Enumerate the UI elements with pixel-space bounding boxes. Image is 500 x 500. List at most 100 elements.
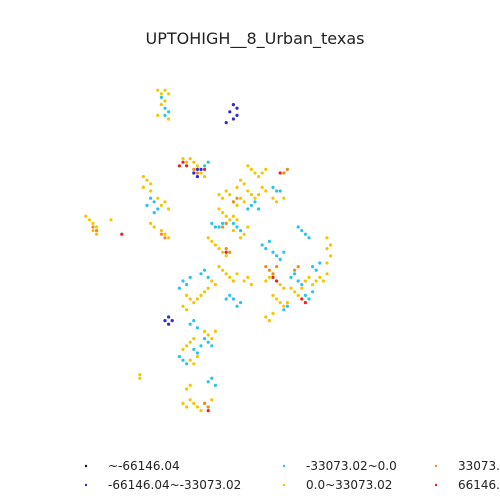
data-point xyxy=(199,409,203,413)
plot-area xyxy=(84,88,333,413)
data-point xyxy=(95,229,99,233)
data-point xyxy=(167,117,171,121)
data-point xyxy=(95,225,99,229)
legend-marker xyxy=(84,464,88,468)
data-point xyxy=(213,225,217,229)
data-point xyxy=(170,319,174,323)
data-point xyxy=(246,275,250,279)
data-point xyxy=(235,113,239,117)
legend-entry: ~-66146.04 xyxy=(84,459,180,473)
data-point xyxy=(213,283,217,287)
legend: ~-66146.04 -66146.04~-33073.02 -33073.02~0… xyxy=(84,459,500,492)
data-point xyxy=(91,221,95,225)
data-point xyxy=(267,319,271,323)
data-point xyxy=(156,88,160,92)
data-point xyxy=(296,265,300,269)
data-point xyxy=(141,175,145,179)
data-point xyxy=(224,254,228,258)
data-point xyxy=(192,171,196,175)
data-point xyxy=(239,236,243,240)
data-point xyxy=(235,225,239,229)
data-point xyxy=(325,272,329,276)
data-point xyxy=(242,182,246,186)
data-point xyxy=(275,200,279,204)
data-point xyxy=(159,232,163,236)
data-point xyxy=(253,200,257,204)
data-point xyxy=(203,167,207,171)
data-point xyxy=(206,333,210,337)
data-point xyxy=(293,290,297,294)
data-point xyxy=(228,218,232,222)
data-point xyxy=(145,178,149,182)
data-point xyxy=(300,283,304,287)
data-point xyxy=(307,297,311,301)
data-point xyxy=(120,232,124,236)
data-point xyxy=(260,185,264,189)
data-point xyxy=(149,196,153,200)
data-point xyxy=(217,193,221,197)
data-point xyxy=(224,272,228,276)
data-point xyxy=(195,297,199,301)
data-point xyxy=(203,268,207,272)
data-point xyxy=(221,225,225,229)
data-point xyxy=(285,304,289,308)
data-point xyxy=(167,322,171,326)
data-point xyxy=(253,171,257,175)
data-point xyxy=(264,315,268,319)
data-point xyxy=(213,243,217,247)
data-point xyxy=(293,268,297,272)
data-point xyxy=(195,164,199,168)
data-point xyxy=(195,326,199,330)
data-point xyxy=(84,214,88,218)
data-point xyxy=(235,218,239,222)
data-point xyxy=(181,347,185,351)
data-point xyxy=(163,88,167,92)
data-point xyxy=(138,373,142,377)
data-point xyxy=(224,250,228,254)
data-point xyxy=(213,329,217,333)
data-point xyxy=(192,337,196,341)
data-point xyxy=(231,117,235,121)
data-point xyxy=(264,167,268,171)
data-point xyxy=(213,383,217,387)
data-point xyxy=(260,171,264,175)
data-point xyxy=(228,275,232,279)
data-point xyxy=(199,171,203,175)
data-point xyxy=(203,337,207,341)
data-point xyxy=(228,293,232,297)
data-point xyxy=(257,175,261,179)
data-point xyxy=(282,304,286,308)
data-point xyxy=(206,160,210,164)
data-point xyxy=(185,362,189,366)
data-point xyxy=(221,221,225,225)
data-point xyxy=(303,301,307,305)
data-point xyxy=(210,376,214,380)
data-point xyxy=(199,344,203,348)
data-point xyxy=(271,185,275,189)
data-point xyxy=(282,308,286,312)
data-point xyxy=(267,268,271,272)
data-point xyxy=(188,383,192,387)
data-point xyxy=(192,160,196,164)
data-point xyxy=(206,380,210,384)
legend-entry: 0.0~33073.02 xyxy=(282,478,392,492)
data-point xyxy=(91,225,95,229)
data-point xyxy=(311,290,315,294)
data-point xyxy=(210,239,214,243)
data-point xyxy=(235,106,239,110)
data-point xyxy=(199,167,203,171)
data-point xyxy=(91,229,95,233)
data-point xyxy=(231,297,235,301)
legend-label: 0.0~33073.02 xyxy=(306,478,392,492)
data-point xyxy=(206,409,210,413)
data-point xyxy=(231,229,235,233)
data-point xyxy=(192,319,196,323)
data-point xyxy=(95,232,99,236)
data-point xyxy=(325,236,329,240)
data-point xyxy=(228,250,232,254)
data-point xyxy=(231,221,235,225)
data-point xyxy=(195,351,199,355)
data-point xyxy=(231,279,235,283)
data-point xyxy=(203,329,207,333)
legend-entry: -33073.02~0.0 xyxy=(282,459,397,473)
